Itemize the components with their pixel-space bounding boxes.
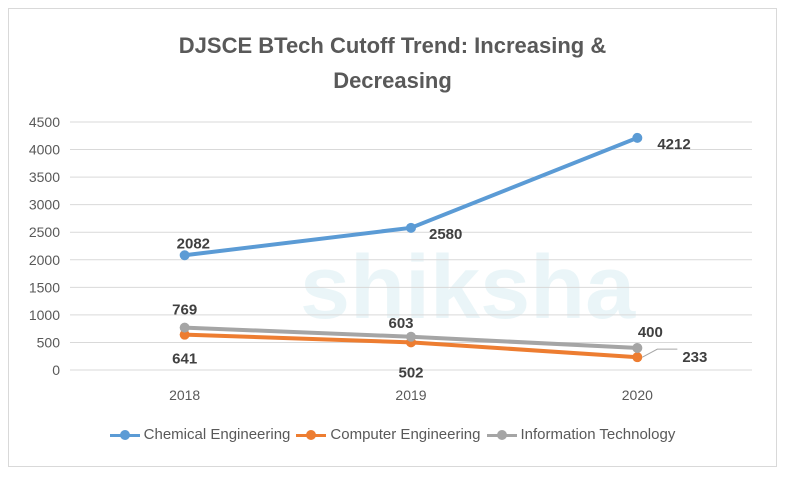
legend-marker — [296, 429, 327, 440]
data-label: 4212 — [657, 136, 690, 153]
legend-marker — [109, 429, 140, 440]
data-label: 233 — [682, 349, 707, 366]
y-tick-label: 3000 — [29, 197, 60, 213]
x-tick-label: 2020 — [622, 387, 653, 403]
data-point — [632, 352, 643, 363]
data-label: 769 — [172, 302, 197, 319]
chart-title-line-2: Decreasing — [333, 68, 452, 93]
x-tick-label: 2019 — [395, 387, 426, 403]
data-label: 603 — [388, 315, 413, 332]
y-tick-label: 2000 — [29, 252, 60, 268]
data-point — [179, 322, 190, 333]
x-tick-label: 2018 — [169, 387, 200, 403]
data-point — [632, 342, 643, 353]
data-label: 2580 — [429, 226, 462, 243]
data-label: 502 — [398, 364, 423, 381]
chart-frame — [8, 8, 777, 467]
legend-item: Chemical Engineering — [109, 426, 291, 443]
data-point — [632, 132, 643, 143]
legend-label: Information Technology — [520, 426, 676, 443]
y-tick-label: 4500 — [29, 114, 60, 130]
data-label: 2082 — [177, 235, 210, 252]
data-point — [406, 331, 416, 342]
legend-item: Computer Engineering — [296, 426, 481, 443]
chart-title: DJSCE BTech Cutoff Trend: Increasing & D… — [0, 28, 785, 98]
y-tick-label: 3500 — [29, 169, 60, 185]
watermark: shiksha — [300, 238, 636, 338]
data-point — [406, 222, 416, 233]
y-tick-label: 1000 — [29, 307, 60, 323]
legend-label: Computer Engineering — [330, 426, 481, 443]
data-point — [179, 250, 190, 261]
legend-label: Chemical Engineering — [143, 426, 291, 443]
y-tick-label: 500 — [37, 334, 61, 350]
leader-line — [642, 348, 678, 358]
y-tick-label: 4000 — [29, 142, 60, 158]
legend: Chemical Engineering Computer Engineering… — [0, 426, 785, 443]
data-label: 400 — [638, 324, 663, 341]
y-tick-label: 0 — [52, 362, 60, 378]
legend-marker — [486, 429, 517, 440]
data-point — [179, 329, 190, 340]
chart-title-line-1: DJSCE BTech Cutoff Trend: Increasing & — [178, 33, 607, 58]
legend-item: Information Technology — [486, 426, 676, 443]
y-tick-label: 1500 — [29, 279, 60, 295]
data-label: 641 — [172, 351, 197, 368]
y-tick-label: 2500 — [29, 224, 60, 240]
